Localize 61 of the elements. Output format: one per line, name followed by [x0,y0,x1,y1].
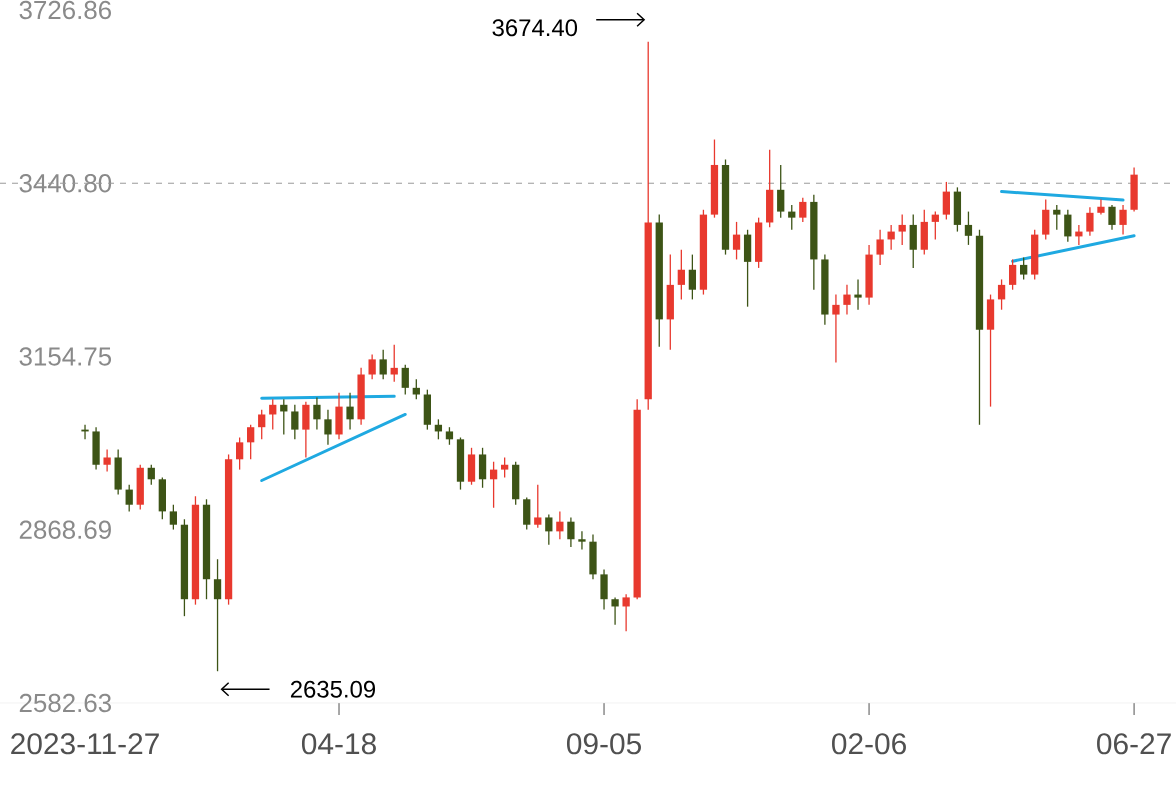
candlestick [324,408,332,446]
candlestick [799,197,807,223]
y-tick-label: 3726.86 [19,0,111,20]
y-tick-label: 3154.75 [19,347,112,366]
x-tick-label: 06-27 [1097,733,1171,755]
x-tick-label: 2023-11-27 [11,733,159,755]
candlestick [1097,198,1105,216]
annotation: 2635.09 [290,680,376,698]
candlestick [677,249,685,301]
candlestick [1008,258,1017,291]
candlestick [556,510,564,540]
candlestick [843,284,851,316]
candlestick [832,293,840,364]
x-tick-label: 09-05 [566,733,641,755]
candlestick [247,424,255,460]
candlestick [169,504,178,531]
y-tick-label: 2582.63 [19,693,111,713]
candlestick [688,253,697,301]
annotation: 3674.40 [492,19,578,37]
y-tick-label: 2868.69 [19,520,111,539]
candlestick [368,353,376,381]
x-tick-label: 04-18 [301,733,376,755]
candlestick [213,558,222,672]
candlestick [412,378,420,400]
candlestick [1086,206,1094,237]
candlestick [401,364,409,396]
candlestick [777,164,785,219]
candlestick [578,530,586,551]
candlestick [235,436,244,471]
candlestick [942,181,950,221]
candlestick [732,221,741,261]
candlestick [876,229,884,266]
candlestick [501,456,509,479]
candlestick [313,396,321,431]
candlestick [611,596,619,626]
candlestick [931,210,939,241]
candlestick [1053,204,1061,231]
candlestick [125,484,133,513]
candlestick [103,448,111,473]
candlestick [898,213,906,246]
candlestick [390,344,398,383]
candlestick [346,392,354,431]
candlestick [1075,224,1083,246]
x-tick-label: 02-06 [832,733,906,755]
candlestick [1119,204,1127,236]
candlestick [1020,256,1028,281]
candlestick [1108,204,1116,231]
candlestick [997,278,1006,311]
candlestick [545,513,553,546]
candlestick [534,484,542,529]
candlestick [147,464,155,486]
candlestick [567,516,575,548]
candlestick [1064,209,1072,243]
candlestick [291,404,299,440]
candlestick [379,349,387,381]
candlestick [788,204,796,231]
candlestick [622,593,630,632]
candlestick [258,408,266,440]
y-tick-label: 3440.80 [19,174,112,193]
candlestick [854,278,862,311]
candlestick [964,210,973,246]
